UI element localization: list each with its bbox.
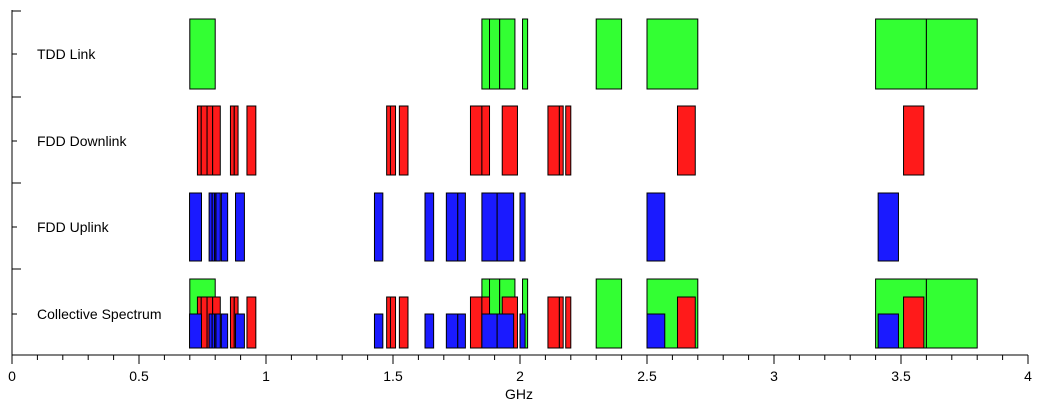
- row-label: Collective Spectrum: [37, 306, 162, 322]
- collective-uplink-band: [220, 313, 229, 349]
- tdd-band: [189, 18, 216, 90]
- collective-uplink-band: [496, 313, 515, 349]
- collective-uplink-band: [481, 313, 498, 349]
- fdd-downlink-band: [229, 105, 235, 176]
- fdd-downlink-band: [386, 105, 391, 176]
- fdd-uplink-band: [373, 192, 384, 262]
- collective-downlink-band: [389, 296, 397, 349]
- collective-downlink-band: [676, 296, 696, 349]
- fdd-downlink-band: [676, 105, 696, 176]
- bands-layer: [189, 18, 978, 349]
- row-label: FDD Downlink: [37, 133, 127, 149]
- collective-downlink-band: [398, 296, 409, 349]
- collective-uplink-band: [877, 313, 899, 349]
- x-tick-label: 3.5: [891, 368, 911, 384]
- collective-uplink-band: [445, 313, 459, 349]
- fdd-uplink-band: [457, 192, 466, 262]
- collective-uplink-band: [235, 313, 245, 349]
- fdd-downlink-band: [469, 105, 483, 176]
- collective-uplink-band: [373, 313, 384, 349]
- collective-downlink-band: [469, 296, 483, 349]
- x-tick-label: 2.5: [637, 368, 657, 384]
- fdd-uplink-band: [424, 192, 435, 262]
- axes-layer: [11, 10, 1029, 364]
- fdd-uplink-band: [220, 192, 229, 262]
- collective-uplink-band: [424, 313, 435, 349]
- collective-downlink-band: [558, 296, 564, 349]
- collective-uplink-band: [215, 313, 221, 349]
- collective-uplink-band: [646, 313, 666, 349]
- row-label: TDD Link: [37, 46, 96, 62]
- fdd-downlink-band: [565, 105, 572, 176]
- collective-uplink-band: [519, 313, 526, 349]
- fdd-uplink-band: [496, 192, 515, 262]
- x-tick-label: 4: [1024, 368, 1032, 384]
- fdd-uplink-band: [646, 192, 666, 262]
- collective-downlink-band: [200, 296, 208, 349]
- x-tick-label: 1.5: [383, 368, 403, 384]
- tdd-band: [522, 18, 529, 90]
- fdd-downlink-band: [481, 105, 491, 176]
- fdd-downlink-band: [246, 105, 257, 176]
- fdd-uplink-band: [519, 192, 526, 262]
- tdd-band: [646, 18, 699, 90]
- collective-downlink-band: [229, 296, 235, 349]
- x-tick-label: 1: [262, 368, 270, 384]
- tdd-band: [875, 18, 927, 90]
- collective-tdd-band: [595, 278, 623, 349]
- fdd-downlink-band: [212, 105, 221, 176]
- fdd-uplink-band: [215, 192, 221, 262]
- collective-tdd-band: [925, 278, 978, 349]
- fdd-uplink-band: [189, 192, 202, 262]
- fdd-downlink-band: [233, 105, 239, 176]
- fdd-uplink-band: [481, 192, 498, 262]
- collective-downlink-band: [547, 296, 560, 349]
- fdd-downlink-band: [547, 105, 560, 176]
- fdd-uplink-band: [445, 192, 459, 262]
- tdd-band: [499, 18, 516, 90]
- fdd-uplink-band: [235, 192, 245, 262]
- tdd-band: [595, 18, 623, 90]
- collective-uplink-band: [457, 313, 466, 349]
- fdd-downlink-band: [501, 105, 518, 176]
- collective-downlink-band: [565, 296, 572, 349]
- collective-uplink-band: [189, 313, 202, 349]
- tdd-band: [481, 18, 491, 90]
- collective-downlink-band: [246, 296, 257, 349]
- fdd-downlink-band: [389, 105, 397, 176]
- x-tick-label: 3: [770, 368, 778, 384]
- x-tick-label: 0.5: [129, 368, 149, 384]
- row-label: FDD Uplink: [37, 219, 110, 235]
- fdd-downlink-band: [903, 105, 925, 176]
- fdd-downlink-band: [200, 105, 208, 176]
- x-tick-label: 0: [8, 368, 16, 384]
- tdd-band: [489, 18, 501, 90]
- x-axis-title: GHz: [505, 386, 533, 402]
- labels-layer: TDD Link FDD Downlink FDD Uplink Collective…: [8, 46, 1032, 384]
- fdd-downlink-band: [398, 105, 409, 176]
- collective-downlink-band: [903, 296, 925, 349]
- fdd-downlink-band: [196, 105, 202, 176]
- collective-downlink-band: [386, 296, 391, 349]
- tdd-band: [925, 18, 978, 90]
- fdd-downlink-band: [206, 105, 214, 176]
- fdd-uplink-band: [877, 192, 899, 262]
- x-tick-label: 2: [516, 368, 524, 384]
- fdd-downlink-band: [558, 105, 564, 176]
